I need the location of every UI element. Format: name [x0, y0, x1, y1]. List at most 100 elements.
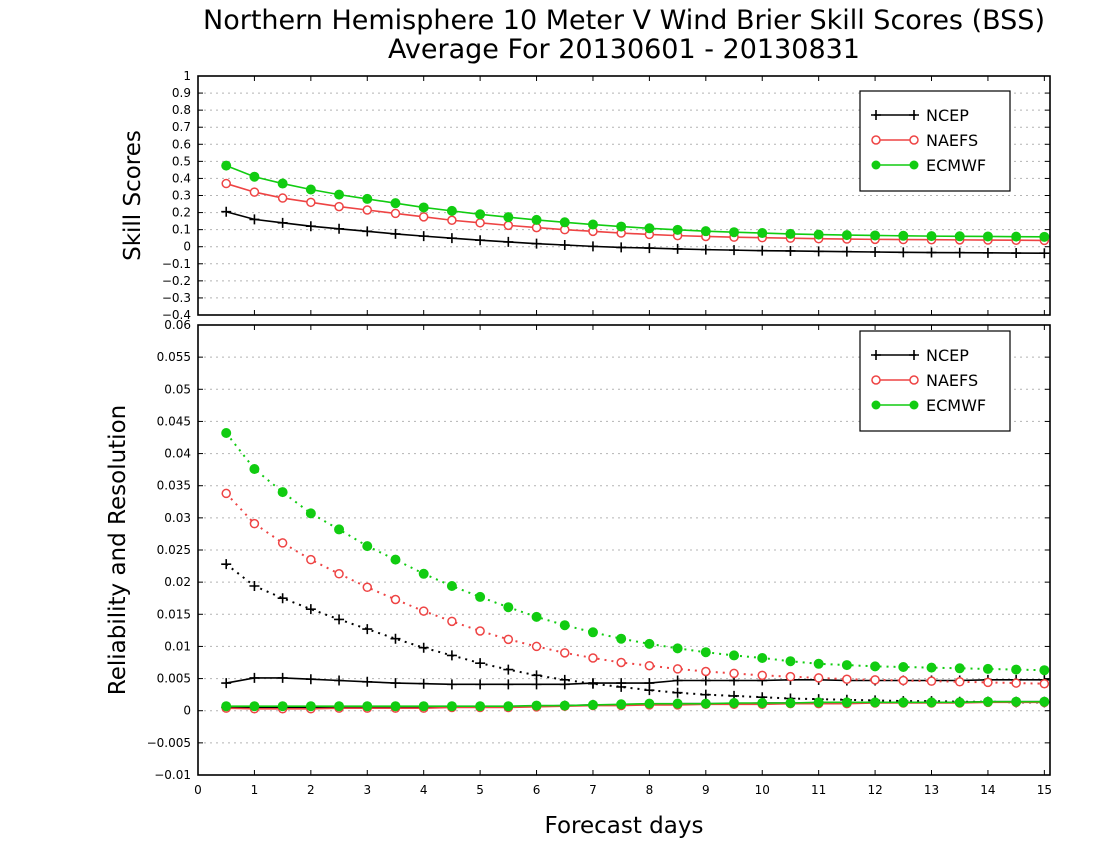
legend-marker	[871, 350, 881, 360]
data-point	[1039, 665, 1050, 676]
data-point	[531, 670, 542, 681]
data-point	[305, 508, 316, 519]
data-point	[249, 581, 260, 591]
data-point	[1039, 231, 1050, 242]
x-tick-label: 1	[251, 783, 259, 797]
data-point	[305, 184, 316, 195]
data-point	[475, 591, 486, 602]
data-point	[503, 664, 514, 675]
data-point	[362, 193, 373, 204]
data-point	[983, 677, 993, 688]
series-line	[225, 492, 1045, 685]
y-tick-label: 0.055	[157, 350, 191, 364]
legend-marker	[909, 350, 919, 360]
y-tick-label: 0.045	[157, 414, 191, 428]
series-ecmwf-dotted	[221, 428, 1050, 676]
data-point	[587, 627, 598, 638]
data-point	[221, 559, 232, 570]
data-point	[559, 679, 570, 690]
legend-marker	[871, 135, 881, 145]
x-tick-label: 11	[811, 783, 826, 797]
data-point	[334, 223, 345, 234]
series-ncep-solid	[221, 672, 1050, 690]
data-point	[729, 668, 739, 679]
data-point	[390, 554, 401, 565]
data-point	[503, 236, 514, 247]
data-point	[446, 233, 457, 244]
data-point	[898, 662, 909, 672]
data-point	[813, 658, 824, 669]
data-point	[475, 209, 486, 220]
data-point	[531, 214, 542, 225]
legend-label: NAEFS	[926, 371, 978, 390]
y-tick-label: 0	[183, 704, 191, 718]
legend-marker	[909, 135, 919, 145]
series-ecmwf-solid	[221, 696, 1050, 712]
data-point	[870, 697, 881, 708]
y-tick-label: 0.035	[157, 479, 191, 493]
data-point	[644, 698, 655, 709]
data-point	[616, 221, 627, 232]
data-point	[954, 231, 965, 242]
data-point	[672, 675, 683, 686]
data-point	[503, 679, 514, 690]
x-tick-label: 13	[924, 783, 939, 797]
legend-marker	[871, 375, 881, 385]
y-tick-label: 0.06	[164, 318, 191, 332]
data-point	[390, 198, 401, 209]
data-point	[841, 230, 852, 241]
data-point	[446, 679, 457, 690]
data-point	[1011, 678, 1021, 688]
data-point	[221, 488, 231, 499]
y-tick-label: 0.5	[172, 154, 191, 168]
data-point	[503, 220, 514, 231]
data-point	[926, 231, 937, 242]
data-point	[418, 606, 429, 616]
legend-marker	[909, 400, 919, 410]
data-point	[842, 674, 852, 684]
data-point	[672, 687, 683, 698]
legend-marker	[871, 110, 881, 120]
data-point	[221, 178, 231, 189]
data-point	[672, 224, 683, 235]
y-tick-label: −0.3	[162, 291, 191, 305]
legend-label: NCEP	[926, 346, 969, 365]
data-point	[305, 604, 316, 615]
data-point	[334, 614, 345, 625]
x-tick-label: 2	[307, 783, 315, 797]
data-point	[277, 217, 288, 228]
data-point	[672, 643, 683, 654]
data-point	[390, 594, 401, 605]
y-tick-label: 0.1	[172, 223, 191, 237]
data-point	[757, 698, 768, 708]
data-point	[334, 201, 344, 212]
data-point	[954, 663, 965, 674]
data-point	[362, 541, 373, 552]
x-tick-label: 3	[363, 783, 371, 797]
data-point	[418, 212, 429, 222]
legend-label: ECMWF	[926, 156, 986, 175]
data-point	[644, 223, 655, 234]
data-point	[334, 701, 345, 712]
data-point	[785, 228, 796, 239]
data-point	[249, 672, 260, 683]
data-point	[587, 241, 598, 252]
x-tick-label: 14	[980, 783, 995, 797]
x-tick-label: 9	[702, 783, 710, 797]
data-point	[1039, 678, 1050, 689]
data-point	[221, 160, 232, 171]
y-tick-label: 0.025	[157, 543, 191, 557]
y-tick-label: 0.3	[172, 189, 191, 203]
data-point	[446, 650, 457, 661]
x-tick-label: 12	[867, 783, 882, 797]
y-tick-label: 0.01	[164, 639, 191, 653]
series-line	[225, 432, 1045, 672]
data-point	[785, 656, 796, 667]
data-point	[503, 212, 514, 223]
data-point	[757, 670, 767, 681]
data-point	[700, 698, 711, 709]
data-point	[362, 205, 373, 215]
data-point	[982, 231, 993, 242]
x-tick-label: 6	[533, 783, 541, 797]
data-point	[221, 678, 232, 689]
